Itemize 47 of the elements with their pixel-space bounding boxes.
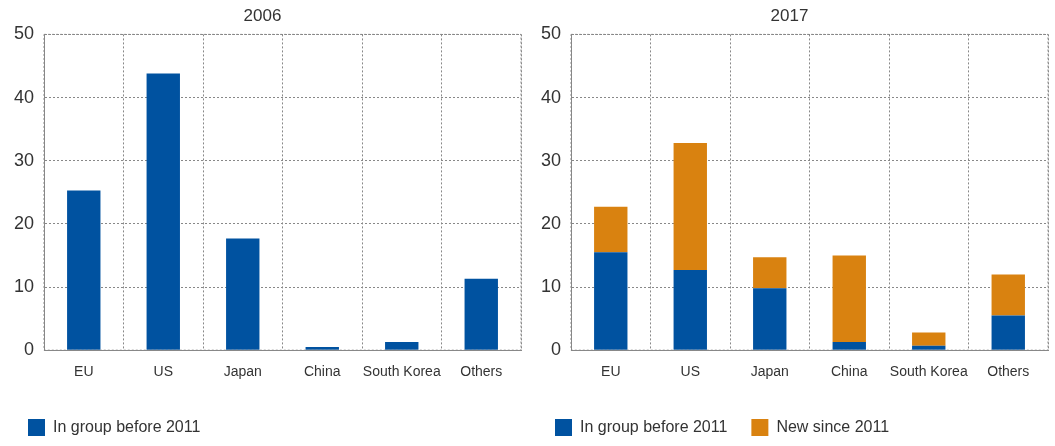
- bar: [673, 143, 707, 270]
- bar: [912, 332, 946, 346]
- x-tick-label: China: [303, 363, 341, 380]
- y-tick-label: 10: [540, 276, 562, 297]
- bar: [832, 255, 866, 342]
- x-tick-label: EU: [74, 363, 94, 380]
- x-tick-label: Japan: [750, 363, 789, 380]
- x-tick-label: Japan: [223, 363, 262, 380]
- bar: [912, 345, 946, 350]
- bar: [226, 238, 260, 350]
- chart-title: 2017: [770, 5, 809, 25]
- bar: [753, 257, 787, 289]
- bar: [673, 269, 707, 350]
- y-tick-label: 30: [540, 149, 562, 170]
- x-tick-label: EU: [601, 363, 621, 380]
- y-tick-label: 40: [540, 86, 562, 107]
- y-tick-label: 40: [13, 86, 35, 107]
- x-tick-label: South Korea: [362, 363, 441, 380]
- x-tick-label: US: [153, 363, 173, 380]
- y-tick-label: 50: [13, 23, 35, 44]
- bar: [991, 274, 1025, 316]
- bar: [464, 278, 498, 350]
- bar: [67, 190, 101, 350]
- bar: [594, 206, 628, 253]
- x-tick-label: South Korea: [889, 363, 968, 380]
- y-tick-label: 0: [551, 339, 562, 360]
- bar: [753, 288, 787, 350]
- legend-label: In group before 2011: [53, 417, 201, 435]
- y-tick-label: 20: [540, 212, 562, 233]
- bar: [385, 341, 419, 350]
- bar: [832, 341, 866, 350]
- x-tick-label: US: [680, 363, 700, 380]
- y-tick-label: 30: [13, 149, 35, 170]
- legend-label: New since 2011: [776, 417, 890, 435]
- chart-title: 2006: [243, 5, 282, 25]
- x-tick-label: China: [830, 363, 868, 380]
- y-tick-label: 50: [540, 23, 562, 44]
- bar: [146, 73, 180, 350]
- bar: [305, 347, 339, 350]
- x-tick-label: Others: [987, 363, 1030, 380]
- x-tick-label: Others: [460, 363, 503, 380]
- bar: [594, 252, 628, 350]
- y-tick-label: 10: [13, 276, 35, 297]
- bar: [991, 315, 1025, 350]
- legend-label: In group before 2011: [580, 417, 728, 435]
- y-tick-label: 20: [13, 212, 35, 233]
- y-tick-label: 0: [24, 339, 35, 360]
